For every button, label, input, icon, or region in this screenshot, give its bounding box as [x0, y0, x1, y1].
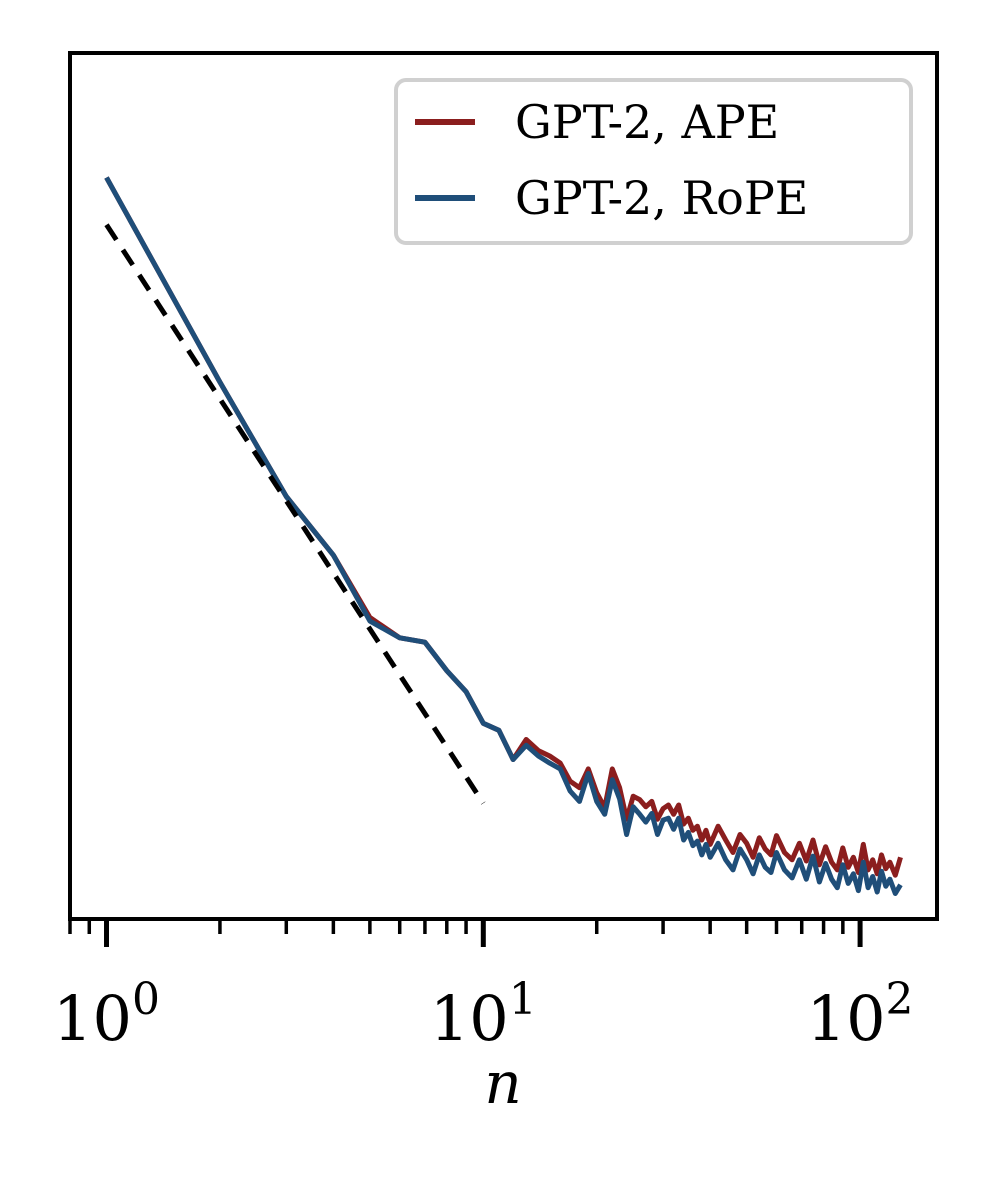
series-line-rope — [104, 176, 903, 896]
x-axis-ticks — [68, 919, 863, 947]
series-line-ape — [104, 176, 903, 878]
x-axis-tick-labels: 100 101 102 — [53, 974, 913, 1055]
x-tick-label: 101 — [430, 974, 537, 1055]
legend-label-ape: GPT-2, APE — [515, 95, 779, 149]
plot-frame — [68, 51, 939, 921]
legend-box — [394, 78, 913, 245]
x-axis-label: n — [484, 1049, 521, 1117]
legend: GPT-2, APE GPT-2, RoPE — [394, 78, 913, 245]
reference-slope-line — [104, 223, 486, 805]
legend-label-rope: GPT-2, RoPE — [515, 171, 808, 225]
x-tick-label: 102 — [807, 974, 914, 1055]
x-tick-label: 100 — [53, 974, 160, 1055]
series-layer — [104, 176, 903, 896]
